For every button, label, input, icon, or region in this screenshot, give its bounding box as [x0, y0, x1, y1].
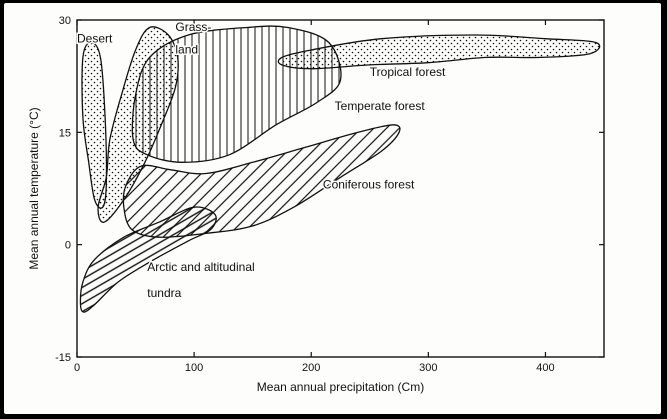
- region-desert: [81, 41, 108, 209]
- region-label: Desert: [77, 31, 113, 45]
- region-label: tundra: [147, 286, 181, 300]
- x-tick-label: 200: [302, 362, 320, 374]
- x-tick-label: 300: [419, 362, 437, 374]
- y-tick-label: -15: [55, 352, 71, 364]
- x-tick-label: 400: [536, 362, 554, 374]
- biome-regions: [79, 25, 601, 313]
- region-label: Grass-: [175, 20, 211, 34]
- region-temperate-forest: [131, 25, 342, 163]
- region-arctic-and-altitudinal-tundra: [79, 206, 217, 313]
- y-axis-title: Mean annual temperature (°C): [27, 107, 41, 269]
- x-tick-label: 0: [74, 362, 80, 374]
- region-label: Arctic and altitudinal: [147, 260, 254, 274]
- plot-frame: [76, 19, 605, 358]
- plot-area-border: [76, 19, 605, 358]
- x-axis-title: Mean annual precipitation (Cm): [257, 380, 424, 394]
- x-tick-label: 100: [185, 362, 203, 374]
- region-label: land: [175, 43, 198, 57]
- region-label: Temperate forest: [335, 99, 426, 113]
- region-label: Tropical forest: [370, 65, 446, 79]
- region-labels: Desert Grass-land Tropical forest Temperate…: [76, 19, 448, 302]
- region-label: Coniferous forest: [323, 178, 415, 192]
- y-tick-label: 0: [65, 240, 71, 252]
- y-tick-label: 30: [59, 15, 71, 27]
- y-tick-label: 15: [59, 127, 71, 139]
- region-tropical-forest: [277, 34, 601, 70]
